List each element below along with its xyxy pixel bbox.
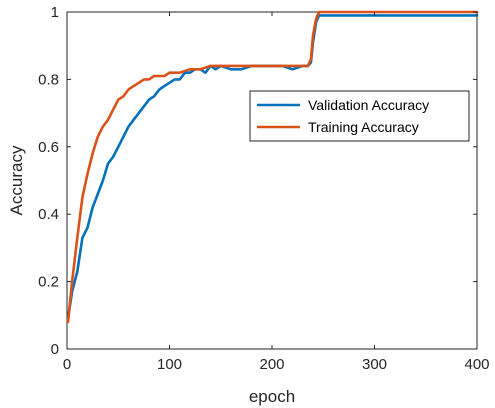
y-tick-label: 0.6 bbox=[38, 139, 59, 156]
legend-box bbox=[249, 90, 470, 142]
x-tick-label: 0 bbox=[63, 356, 71, 373]
x-tick-label: 400 bbox=[464, 356, 489, 373]
tick-layer: 0 100 200 300 400 0 0.2 0.4 0.6 0.8 1 bbox=[38, 4, 489, 373]
legend: Validation Accuracy Training Accuracy bbox=[249, 90, 470, 142]
legend-label: Validation Accuracy bbox=[308, 97, 429, 113]
axes-box bbox=[66, 11, 478, 350]
plot-area: 0 100 200 300 400 0 0.2 0.4 0.6 0.8 1 bbox=[38, 4, 489, 373]
y-tick-label: 0.8 bbox=[38, 71, 59, 88]
x-axis-label: epoch bbox=[249, 387, 295, 406]
y-tick-label: 0.4 bbox=[38, 206, 59, 223]
legend-label: Training Accuracy bbox=[308, 119, 419, 135]
y-tick-label: 0 bbox=[51, 341, 59, 358]
y-axis-label: Accuracy bbox=[7, 145, 26, 215]
y-tick-label: 0.2 bbox=[38, 274, 59, 291]
x-tick-label: 100 bbox=[157, 356, 182, 373]
series-line-1 bbox=[66, 10, 479, 324]
series-layer bbox=[66, 10, 479, 324]
y-tick-label: 1 bbox=[51, 4, 59, 21]
x-tick-label: 300 bbox=[362, 356, 387, 373]
x-tick-label: 200 bbox=[259, 356, 284, 373]
